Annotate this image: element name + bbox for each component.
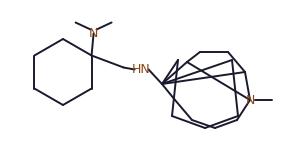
Text: N: N (89, 27, 98, 40)
Text: N: N (245, 93, 255, 106)
Text: HN: HN (132, 63, 151, 76)
